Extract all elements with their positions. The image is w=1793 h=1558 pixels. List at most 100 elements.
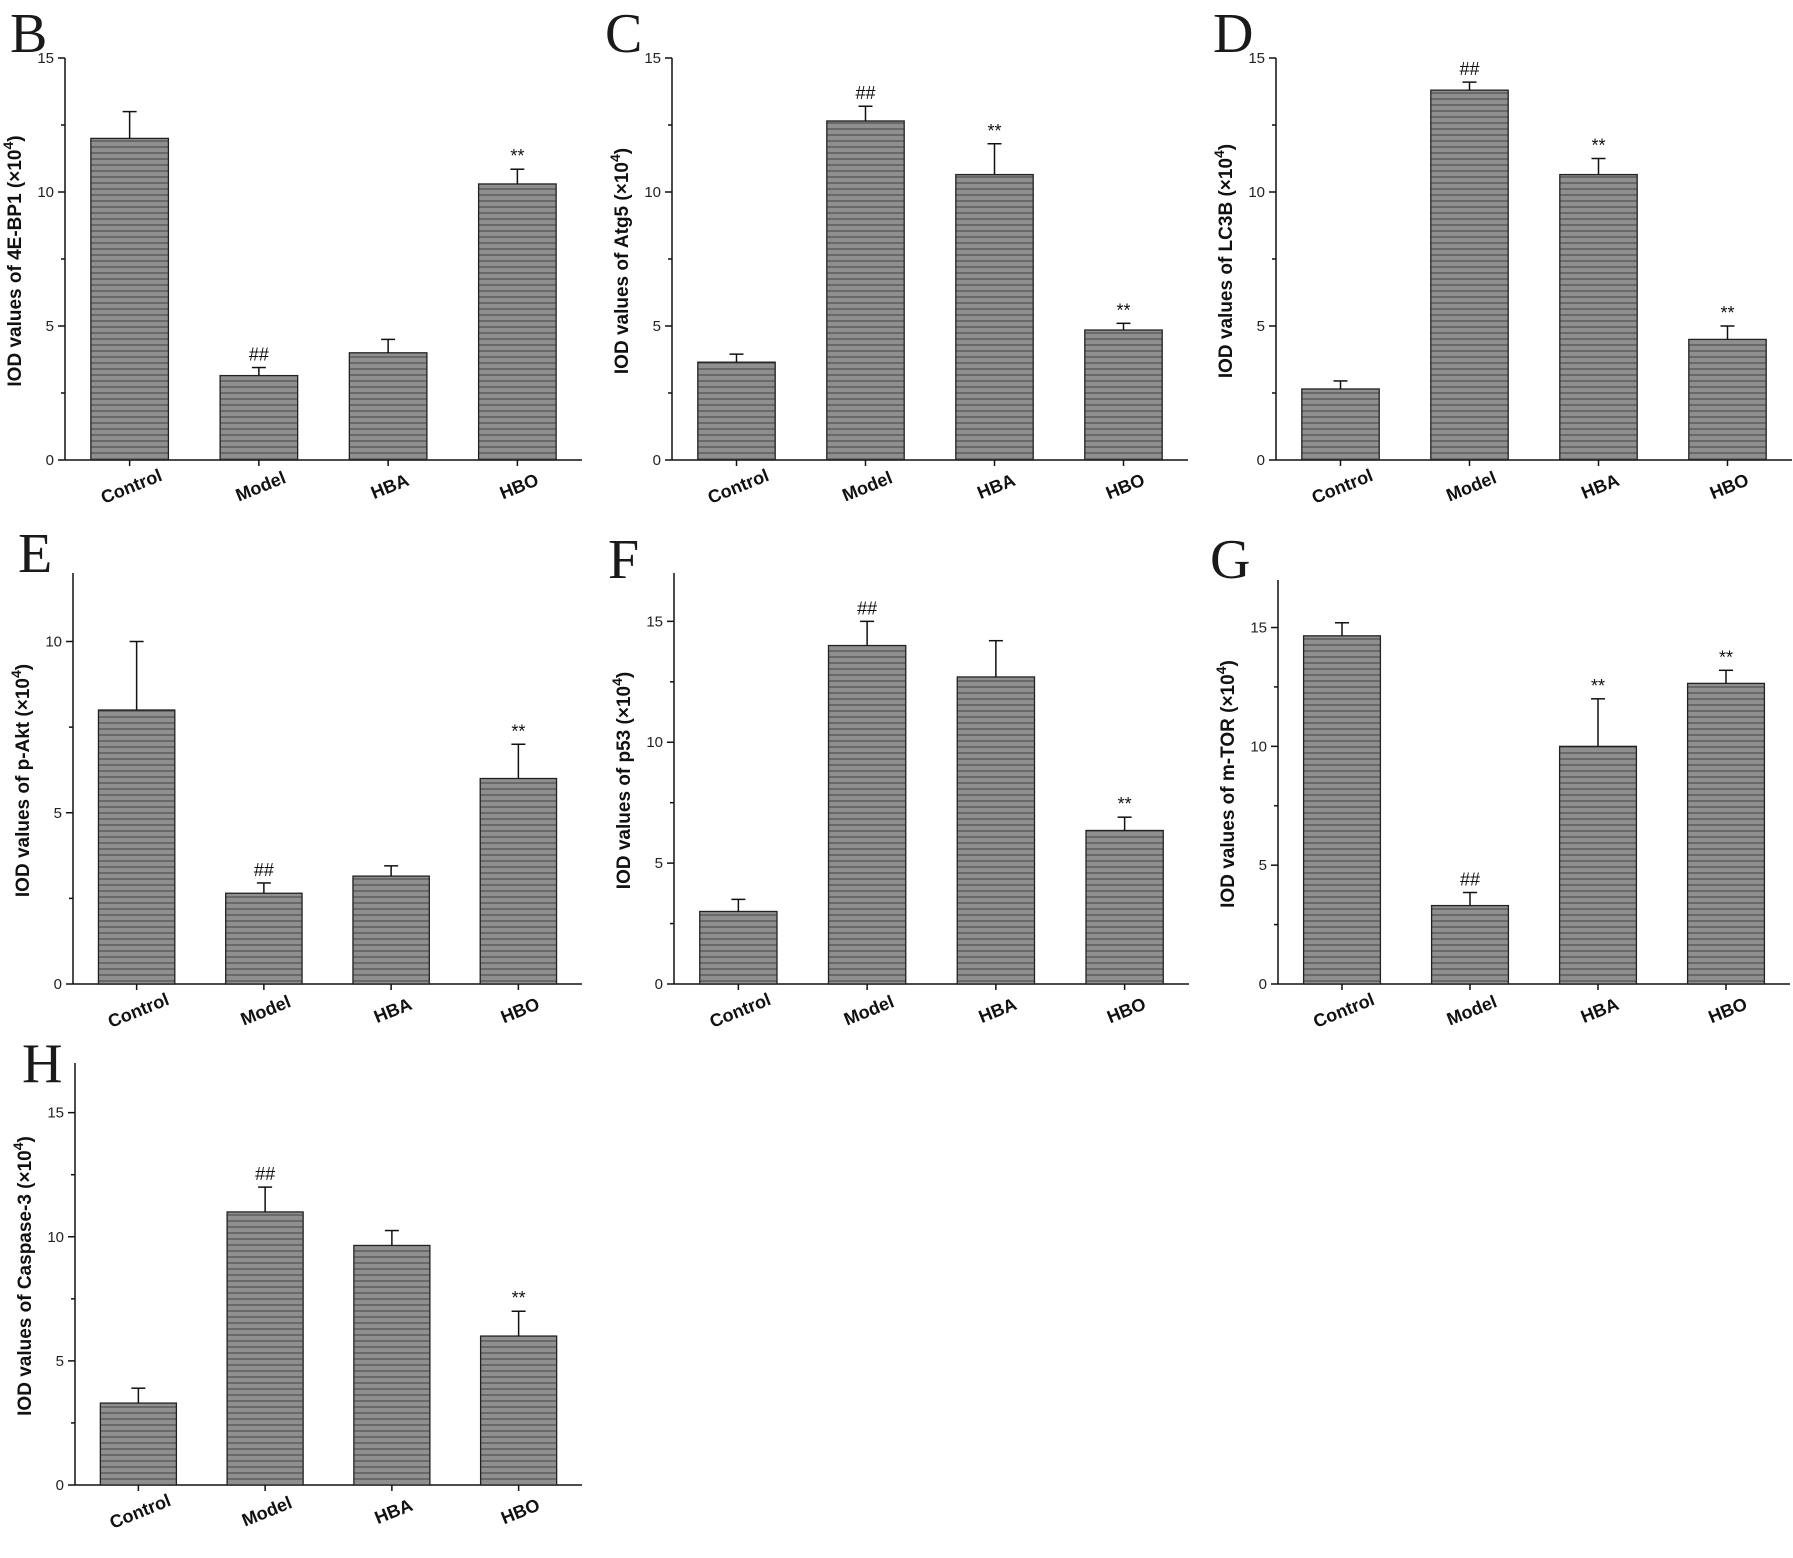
panel-letter: H [22, 1033, 62, 1095]
bar-hbo [479, 777, 558, 985]
y-tick-label: 0 [1259, 976, 1267, 993]
x-tick-label: Control [105, 989, 172, 1032]
x-tick-label: Model [839, 467, 895, 505]
y-tick-label: 10 [644, 184, 661, 201]
bar-hbo [479, 1335, 558, 1486]
x-tick-label: Model [238, 991, 294, 1029]
x-tick-label: Control [1310, 989, 1377, 1032]
bar-hbo [1688, 338, 1767, 461]
y-tick-label: 5 [1259, 857, 1267, 874]
bar-control [90, 137, 170, 461]
significance-label: ## [855, 83, 875, 103]
y-tick-label: 0 [655, 976, 663, 993]
x-tick-label: Control [1309, 465, 1376, 508]
y-tick-label: 15 [646, 613, 663, 630]
y-tick-label: 15 [1250, 620, 1267, 637]
panel-letter: D [1213, 3, 1253, 65]
significance-label: ## [249, 345, 269, 365]
panel-letter: G [1210, 529, 1250, 591]
bar-hbo [1085, 829, 1164, 985]
bar-control [97, 709, 176, 985]
x-tick-label: Control [707, 989, 774, 1032]
significance-label: ** [1719, 647, 1733, 667]
bar-hba [956, 676, 1036, 985]
y-tick-label: 5 [46, 318, 54, 335]
significance-label: ** [1720, 303, 1734, 323]
bar-hba [1559, 173, 1638, 461]
y-tick-label: 15 [37, 50, 54, 67]
significance-label: ** [1591, 136, 1605, 156]
y-tick-label: 5 [56, 1353, 64, 1370]
bar-control [1301, 388, 1380, 461]
panel-letter: C [605, 3, 642, 65]
x-tick-label: Model [1444, 991, 1500, 1029]
y-tick-label: 10 [45, 634, 62, 651]
x-tick-label: Control [705, 465, 772, 508]
bar-hba [1558, 745, 1638, 985]
x-tick-label: Model [841, 991, 897, 1029]
significance-label: ** [1116, 300, 1130, 320]
x-tick-label: HBA [974, 470, 1018, 503]
significance-label: ** [1118, 794, 1132, 814]
x-tick-label: HBO [1707, 470, 1752, 504]
bar-hba [348, 352, 428, 461]
x-tick-label: HBA [368, 470, 412, 503]
y-tick-label: 0 [46, 452, 54, 469]
y-axis-title: IOD values of p53 (×104) [609, 672, 635, 889]
x-tick-label: HBO [1103, 470, 1148, 504]
bar-hba [352, 875, 430, 985]
bar-model [225, 892, 303, 985]
significance-label: ** [510, 146, 524, 166]
y-tick-label: 15 [644, 50, 661, 67]
y-axis-title: IOD values of LC3B (×104) [1211, 144, 1237, 378]
significance-label: ## [1459, 59, 1479, 79]
bar-model [1430, 89, 1509, 461]
significance-label: ** [511, 721, 525, 741]
x-tick-label: HBA [371, 994, 415, 1027]
bar-control [697, 361, 776, 461]
x-tick-label: HBA [1578, 994, 1622, 1027]
y-tick-label: 0 [653, 452, 661, 469]
y-tick-label: 0 [56, 1477, 64, 1494]
x-tick-label: Control [107, 1490, 174, 1533]
y-tick-label: 5 [1257, 318, 1265, 335]
significance-label: ** [1591, 676, 1605, 696]
y-tick-label: 5 [653, 318, 661, 335]
bar-control [1302, 635, 1382, 985]
y-tick-label: 0 [54, 976, 62, 993]
significance-label: ## [1460, 870, 1480, 890]
y-axis-title: IOD values of m-TOR (×104) [1213, 660, 1239, 908]
significance-label: ** [987, 121, 1001, 141]
x-tick-label: Model [239, 1492, 295, 1530]
bar-hba [955, 173, 1034, 461]
y-tick-label: 10 [37, 184, 54, 201]
bar-hba [353, 1244, 431, 1486]
y-tick-label: 15 [47, 1105, 64, 1122]
bar-control [99, 1402, 178, 1486]
chart-panel-c: C 0 5 10 15 IOD values of Atg5 (×104) Control M… [605, 3, 1188, 508]
y-tick-label: 5 [655, 855, 663, 872]
x-tick-label: HBO [498, 994, 543, 1028]
y-tick-label: 5 [54, 805, 62, 822]
significance-label: ## [857, 598, 877, 618]
bar-hbo [1686, 682, 1766, 985]
significance-label: ## [254, 860, 274, 880]
x-tick-label: Control [98, 465, 165, 508]
y-tick-label: 10 [1250, 738, 1267, 755]
x-tick-label: HBA [372, 1495, 416, 1528]
y-tick-label: 15 [1248, 50, 1265, 67]
y-tick-label: 0 [1257, 452, 1265, 469]
x-tick-label: HBO [498, 1495, 543, 1529]
y-tick-label: 10 [47, 1229, 64, 1246]
significance-label: ** [512, 1288, 526, 1308]
bar-control [699, 910, 778, 985]
y-axis-title: IOD values of Atg5 (×104) [607, 148, 633, 374]
chart-panel-b: B 0 5 10 15 IOD values of 4E-BP1 (×104) Contro… [0, 3, 582, 508]
panel-letter: F [608, 529, 639, 591]
significance-label: ## [255, 1164, 275, 1184]
x-tick-label: Model [233, 467, 289, 505]
x-tick-label: HBO [1705, 994, 1750, 1028]
panel-letter: E [18, 523, 52, 585]
bar-model [219, 374, 299, 461]
bar-model [1430, 904, 1510, 985]
